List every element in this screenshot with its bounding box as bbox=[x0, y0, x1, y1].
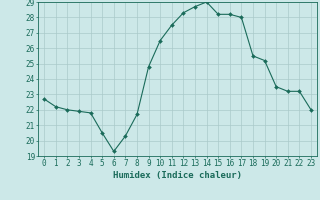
X-axis label: Humidex (Indice chaleur): Humidex (Indice chaleur) bbox=[113, 171, 242, 180]
